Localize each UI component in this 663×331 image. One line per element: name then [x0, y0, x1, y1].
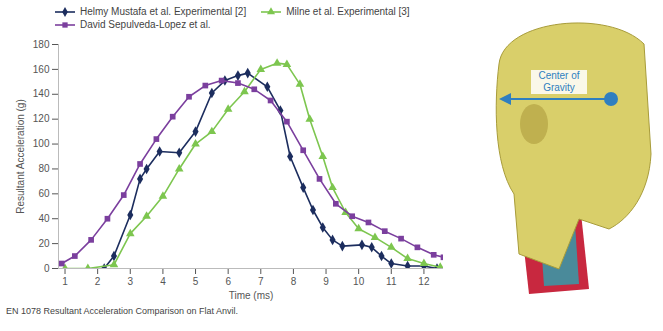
svg-text:Time (ms): Time (ms) — [229, 290, 274, 301]
html-text:Milne et al. Experimental [3]: Milne et al. Experimental [3] — [286, 6, 410, 17]
svg-text:8: 8 — [291, 276, 297, 287]
svg-text:7: 7 — [258, 276, 264, 287]
svg-text:100: 100 — [33, 138, 50, 149]
svg-text:140: 140 — [33, 88, 50, 99]
svg-text:6: 6 — [225, 276, 231, 287]
html-text:Helmy Mustafa et al. Experimen: Helmy Mustafa et al. Experimental [2] — [80, 6, 247, 17]
svg-text:11: 11 — [386, 276, 397, 287]
svg-text:0: 0 — [44, 263, 50, 274]
html-text:Center of Gravity: Center of Gravity — [538, 70, 580, 93]
svg-text:80: 80 — [38, 163, 50, 174]
svg-text:5: 5 — [193, 276, 199, 287]
html-text:David Sepulveda-Lopez et al.: David Sepulveda-Lopez et al. — [80, 19, 211, 30]
html-text:EN 1078 Resultant Acceleration: EN 1078 Resultant Acceleration Compariso… — [6, 306, 239, 316]
svg-text:120: 120 — [33, 113, 50, 124]
svg-text:180: 180 — [33, 39, 50, 50]
svg-text:20: 20 — [38, 238, 50, 249]
svg-text:12: 12 — [418, 276, 430, 287]
svg-text:10: 10 — [353, 276, 365, 287]
svg-text:160: 160 — [33, 64, 50, 75]
svg-text:2: 2 — [95, 276, 101, 287]
svg-text:Resultant Acceleration (g): Resultant Acceleration (g) — [15, 99, 26, 214]
svg-text:60: 60 — [38, 188, 50, 199]
svg-text:3: 3 — [127, 276, 133, 287]
svg-text:1: 1 — [62, 276, 68, 287]
svg-text:40: 40 — [38, 213, 50, 224]
svg-text:4: 4 — [160, 276, 166, 287]
svg-text:9: 9 — [323, 276, 329, 287]
